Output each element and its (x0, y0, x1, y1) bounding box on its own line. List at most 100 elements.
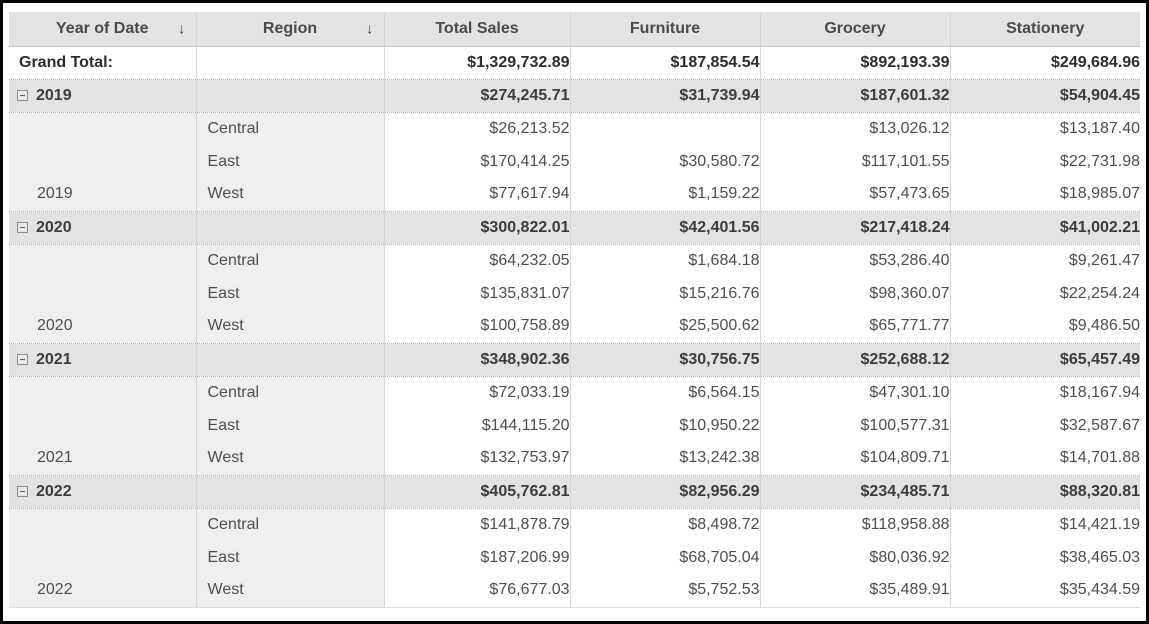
furniture-cell: $15,216.76 (569, 277, 760, 310)
group-year-label: 2021 (36, 350, 72, 368)
column-header-label: Furniture (629, 19, 701, 37)
furniture-cell: $5,752.53 (569, 574, 760, 608)
year-cell (9, 111, 196, 145)
table-row: 2021 West $132,753.97 $13,242.38 $104,80… (9, 442, 1140, 475)
column-header-label: Total Sales (435, 19, 519, 37)
group-year-label: 2019 (36, 86, 72, 104)
furniture-cell: $82,956.29 (569, 474, 760, 508)
year-cell (9, 541, 196, 574)
grand-total-row: Grand Total: $1,329,732.89 $187,854.54 $… (9, 46, 1140, 79)
stationery-cell: $13,187.40 (949, 111, 1140, 145)
total-sales-cell: $187,206.99 (383, 541, 570, 574)
furniture-cell: $30,756.75 (569, 342, 760, 376)
total-sales-cell: $300,822.01 (383, 210, 570, 244)
stationery-cell: $9,486.50 (949, 310, 1140, 343)
stationery-cell: $35,434.59 (949, 574, 1140, 608)
total-sales-cell: $141,878.79 (383, 507, 570, 541)
column-header-grocery[interactable]: Grocery (759, 12, 950, 47)
region-cell: West (195, 310, 384, 343)
furniture-cell: $8,498.72 (569, 507, 760, 541)
grocery-cell: $65,771.77 (759, 310, 950, 343)
year-cell (9, 409, 196, 442)
group-row-2019: 2019 $274,245.71 $31,739.94 $187,601.32 … (9, 78, 1140, 112)
empty-cell (195, 474, 384, 508)
stationery-cell: $14,701.88 (949, 442, 1140, 475)
collapse-icon[interactable] (17, 485, 28, 497)
total-sales-cell: $132,753.97 (383, 442, 570, 475)
column-header-stationery[interactable]: Stationery (949, 12, 1140, 47)
stationery-cell: $9,261.47 (949, 243, 1140, 277)
pivot-table: Year of Date ↓ Region ↓ Total Sales Furn… (9, 12, 1140, 608)
total-sales-cell: $100,758.89 (383, 310, 570, 343)
column-header-label: Year of Date (56, 19, 149, 37)
table-row: Central $26,213.52 $13,026.12 $13,187.40 (9, 111, 1140, 145)
grocery-cell: $217,418.24 (759, 210, 950, 244)
total-sales-cell: $144,115.20 (383, 409, 570, 442)
furniture-cell: $1,159.22 (569, 178, 760, 211)
furniture-cell: $13,242.38 (569, 442, 760, 475)
furniture-cell: $31,739.94 (569, 78, 760, 112)
empty-cell (195, 78, 384, 112)
furniture-cell: $68,705.04 (569, 541, 760, 574)
year-cell (9, 375, 196, 409)
furniture-cell: $187,854.54 (569, 46, 760, 79)
table-row: 2022 West $76,677.03 $5,752.53 $35,489.9… (9, 574, 1140, 608)
region-cell: East (195, 277, 384, 310)
stationery-cell: $14,421.19 (949, 507, 1140, 541)
region-cell: West (195, 442, 384, 475)
grocery-cell: $35,489.91 (759, 574, 950, 608)
collapse-icon[interactable] (17, 221, 28, 233)
region-cell: Central (195, 111, 384, 145)
total-sales-cell: $274,245.71 (383, 78, 570, 112)
column-header-furniture[interactable]: Furniture (569, 12, 760, 47)
grocery-cell: $118,958.88 (759, 507, 950, 541)
region-cell: West (195, 178, 384, 211)
total-sales-cell: $348,902.36 (383, 342, 570, 376)
table-row: East $187,206.99 $68,705.04 $80,036.92 $… (9, 541, 1140, 574)
column-header-region[interactable]: Region ↓ (195, 12, 384, 47)
stationery-cell: $54,904.45 (949, 78, 1140, 112)
furniture-cell: $25,500.62 (569, 310, 760, 343)
total-sales-cell: $64,232.05 (383, 243, 570, 277)
grocery-cell: $187,601.32 (759, 78, 950, 112)
group-year-cell: 2022 (9, 474, 196, 508)
total-sales-cell: $26,213.52 (383, 111, 570, 145)
column-header-year-of-date[interactable]: Year of Date ↓ (9, 12, 196, 47)
year-cell: 2022 (9, 574, 196, 608)
empty-cell (195, 342, 384, 376)
stationery-cell: $88,320.81 (949, 474, 1140, 508)
column-header-total-sales[interactable]: Total Sales (383, 12, 570, 47)
region-cell: Central (195, 375, 384, 409)
grocery-cell: $47,301.10 (759, 375, 950, 409)
region-cell: Central (195, 507, 384, 541)
stationery-cell: $65,457.49 (949, 342, 1140, 376)
table-row: East $170,414.25 $30,580.72 $117,101.55 … (9, 145, 1140, 178)
collapse-icon[interactable] (17, 89, 28, 101)
year-cell (9, 243, 196, 277)
total-sales-cell: $72,033.19 (383, 375, 570, 409)
furniture-cell (569, 111, 760, 145)
region-cell: West (195, 574, 384, 608)
table-row: 2019 West $77,617.94 $1,159.22 $57,473.6… (9, 178, 1140, 211)
stationery-cell: $22,254.24 (949, 277, 1140, 310)
grocery-cell: $117,101.55 (759, 145, 950, 178)
region-cell: East (195, 541, 384, 574)
total-sales-cell: $1,329,732.89 (383, 46, 570, 79)
furniture-cell: $6,564.15 (569, 375, 760, 409)
stationery-cell: $38,465.03 (949, 541, 1140, 574)
group-row-2022: 2022 $405,762.81 $82,956.29 $234,485.71 … (9, 474, 1140, 508)
table-row: East $144,115.20 $10,950.22 $100,577.31 … (9, 409, 1140, 442)
collapse-icon[interactable] (17, 353, 28, 365)
column-header-label: Region (262, 19, 318, 37)
total-sales-cell: $135,831.07 (383, 277, 570, 310)
grocery-cell: $13,026.12 (759, 111, 950, 145)
group-year-label: 2020 (36, 218, 72, 236)
year-cell: 2019 (9, 178, 196, 211)
sort-descending-icon[interactable]: ↓ (366, 20, 374, 38)
grand-total-label: Grand Total: (9, 46, 196, 79)
sort-descending-icon[interactable]: ↓ (178, 20, 186, 38)
furniture-cell: $10,950.22 (569, 409, 760, 442)
group-row-2020: 2020 $300,822.01 $42,401.56 $217,418.24 … (9, 210, 1140, 244)
column-header-label: Grocery (824, 19, 886, 37)
grocery-cell: $234,485.71 (759, 474, 950, 508)
